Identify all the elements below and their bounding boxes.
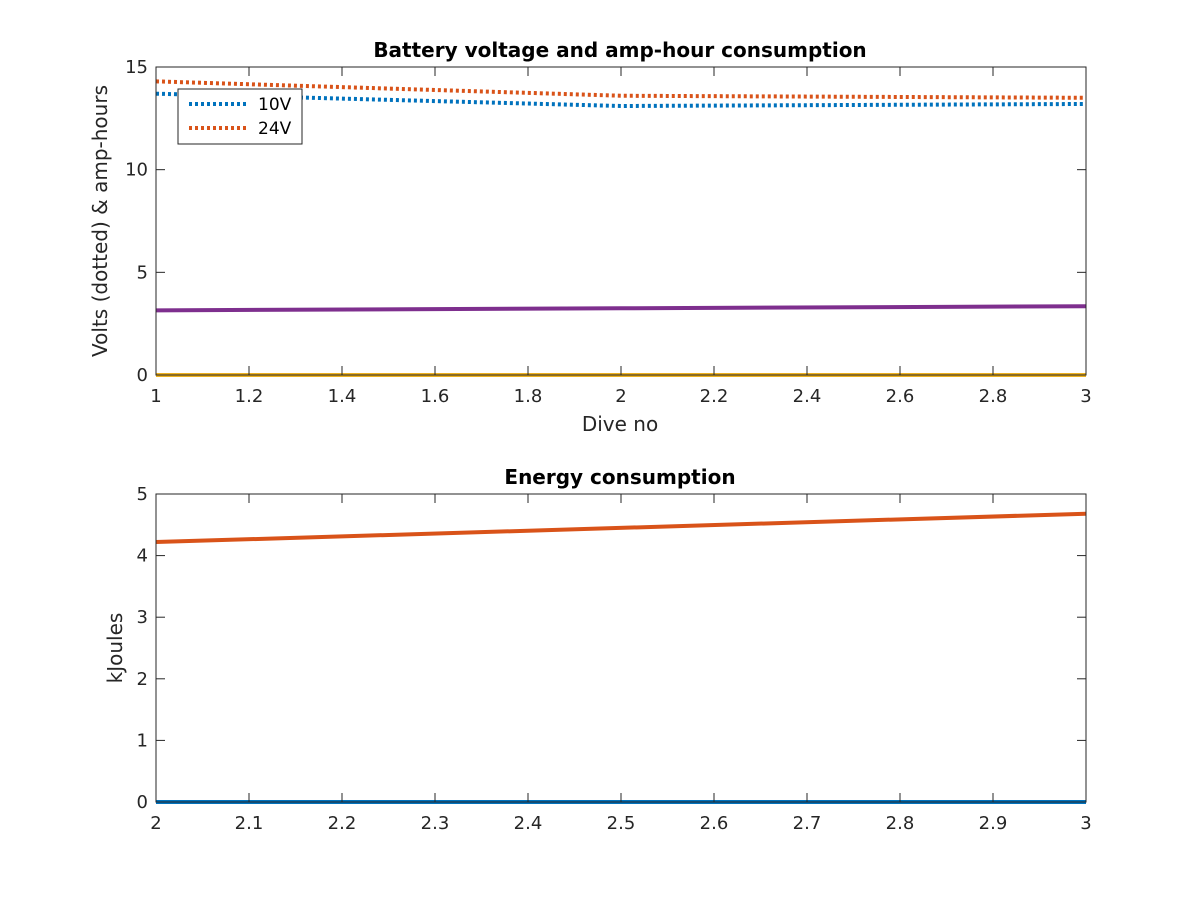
y-tick-label: 5 [137, 262, 148, 283]
y-tick-label: 5 [137, 484, 148, 505]
energy-chart: Energy consumption 2 2.1 2.2 2.3 2.4 2.5 2.6 2.… [103, 465, 1092, 834]
x-tick-label: 2.1 [235, 813, 264, 834]
legend-entry-10v: 10V [258, 95, 292, 115]
y-tick-label: 4 [137, 546, 148, 567]
x-tick-label: 1 [150, 386, 161, 407]
y-tick-label: 3 [137, 607, 148, 628]
y-tick-label: 2 [137, 669, 148, 690]
x-tick-label: 2 [615, 386, 626, 407]
chart-title: Energy consumption [504, 465, 735, 489]
x-tick-label: 2.2 [700, 386, 729, 407]
x-tick-label: 2.9 [979, 813, 1008, 834]
legend-box [177, 88, 303, 145]
legend: 10V 24V [177, 88, 303, 145]
x-tick-label: 2.7 [793, 813, 822, 834]
x-tick-label: 1.2 [235, 386, 264, 407]
x-tick-label: 2.8 [886, 813, 915, 834]
series-line-2 [155, 304, 1087, 313]
voltage-chart: Battery voltage and amp-hour consumption… [88, 38, 1092, 436]
y-tick-label: 1 [137, 730, 148, 751]
x-tick-label: 2.5 [607, 813, 636, 834]
x-axis-label: Dive no [582, 412, 658, 436]
x-tick-label: 1.8 [514, 386, 543, 407]
series-line-0 [155, 91, 1087, 109]
x-tick-label: 1.4 [328, 386, 357, 407]
ticks: 1 1.2 1.4 1.6 1.8 2 2.2 2.4 2.6 2.8 3 0 5 10 15 [125, 57, 1092, 407]
x-tick-label: 2.6 [700, 813, 729, 834]
x-tick-label: 2.3 [421, 813, 450, 834]
x-tick-label: 2.6 [886, 386, 915, 407]
x-tick-label: 2 [150, 813, 161, 834]
series-line-1 [155, 79, 1087, 100]
x-tick-label: 2.4 [514, 813, 543, 834]
chart-title: Battery voltage and amp-hour consumption [373, 38, 866, 62]
y-tick-label: 10 [125, 160, 148, 181]
x-tick-label: 3 [1080, 813, 1091, 834]
x-tick-label: 2.8 [979, 386, 1008, 407]
x-tick-label: 1.6 [421, 386, 450, 407]
y-tick-label: 0 [137, 365, 148, 386]
y-axis-label: kJoules [103, 613, 127, 684]
series-line-0 [155, 511, 1087, 545]
x-tick-label: 3 [1080, 386, 1091, 407]
x-tick-label: 2.4 [793, 386, 822, 407]
y-axis-label: Volts (dotted) & amp-hours [88, 85, 112, 357]
legend-entry-24v: 24V [258, 119, 292, 139]
x-tick-label: 2.2 [328, 813, 357, 834]
y-tick-label: 0 [137, 792, 148, 813]
ticks: 2 2.1 2.2 2.3 2.4 2.5 2.6 2.7 2.8 2.9 3 0 1 2 3 4 5 [137, 484, 1092, 834]
y-tick-label: 15 [125, 57, 148, 78]
